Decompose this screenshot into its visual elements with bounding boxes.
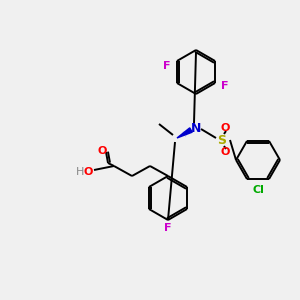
Text: H: H bbox=[76, 167, 84, 177]
Text: F: F bbox=[163, 61, 171, 71]
Text: O: O bbox=[83, 167, 93, 177]
Text: S: S bbox=[218, 134, 226, 146]
Text: F: F bbox=[221, 81, 229, 91]
Text: Cl: Cl bbox=[252, 185, 264, 195]
Polygon shape bbox=[177, 128, 192, 138]
Text: O: O bbox=[220, 147, 230, 157]
Text: O: O bbox=[220, 123, 230, 133]
Text: N: N bbox=[191, 122, 201, 134]
Text: O: O bbox=[97, 146, 107, 156]
Text: F: F bbox=[164, 223, 172, 233]
